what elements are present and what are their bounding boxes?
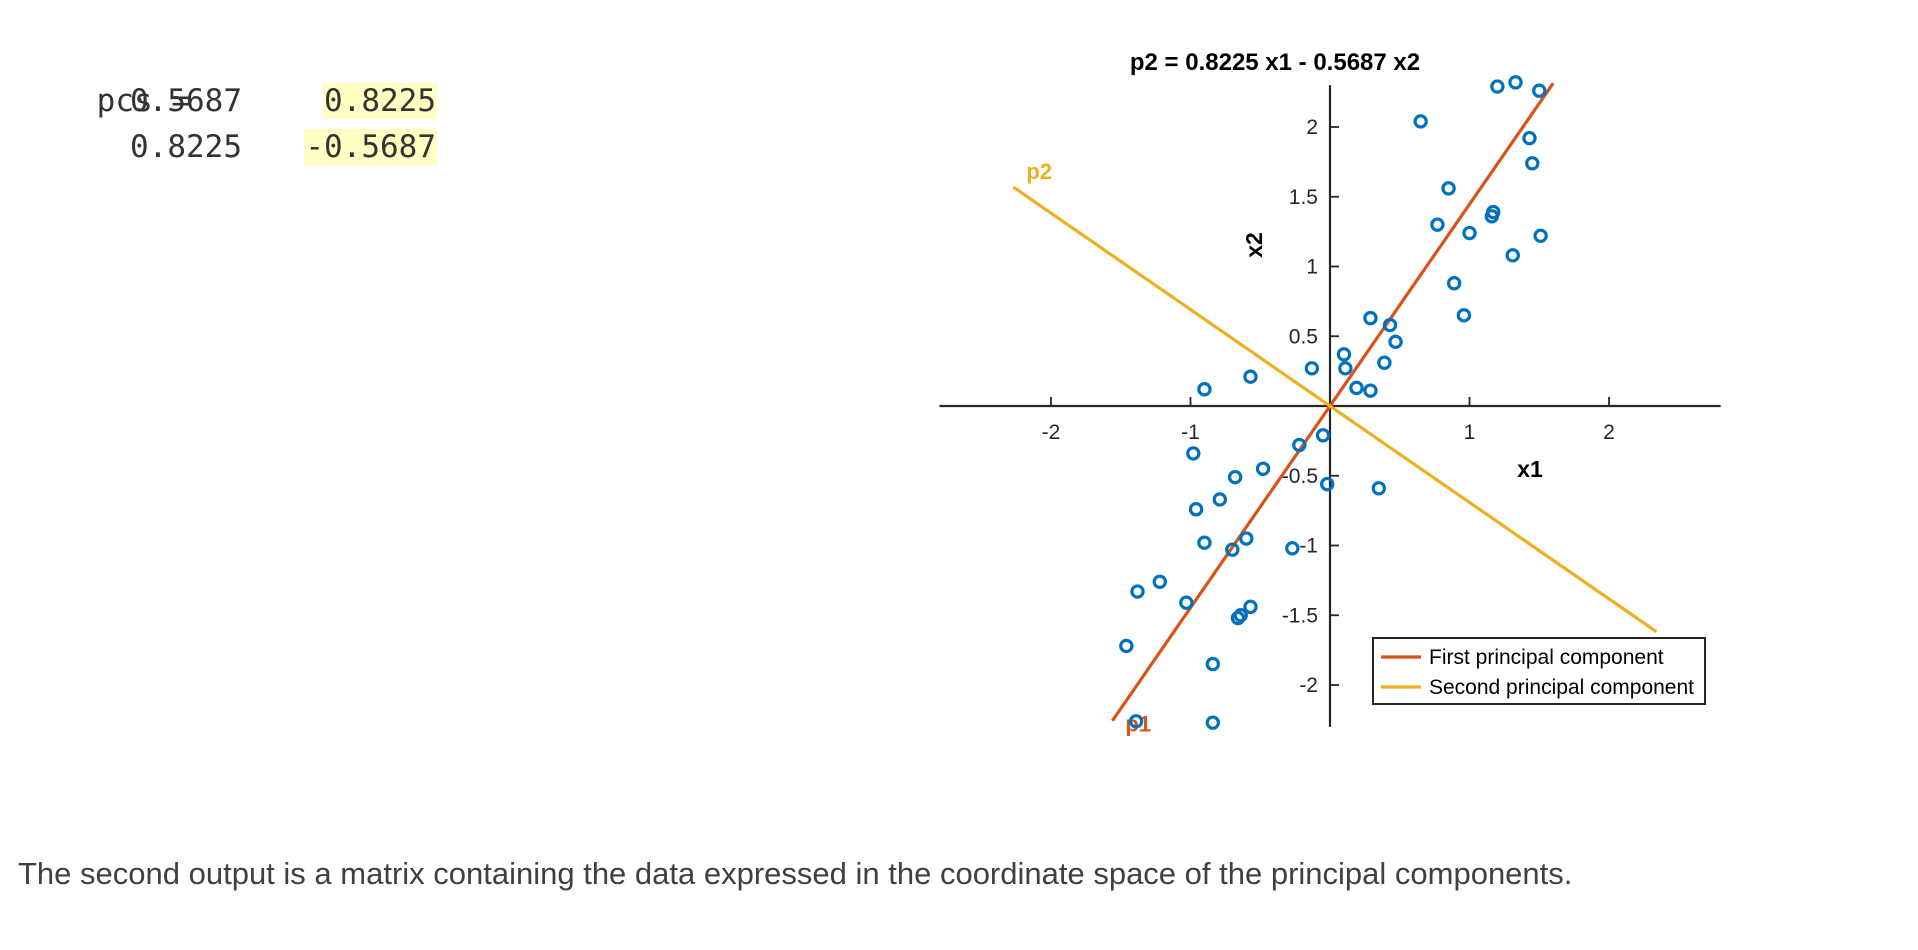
- x-tick-label: 1: [1464, 421, 1476, 444]
- line-label-p2: p2: [1026, 159, 1052, 184]
- scatter-point: [1239, 531, 1254, 546]
- matrix-cell-wrap: -0.5687: [277, 124, 437, 170]
- principal-component-line: [1111, 82, 1555, 722]
- highlighted-matrix-cell: -0.5687: [304, 129, 437, 165]
- code-variable-line: pcs =: [22, 32, 502, 119]
- y-tick-label: -2: [1299, 674, 1318, 697]
- x-axis-label: x1: [1517, 456, 1543, 482]
- scatter-point: [1490, 79, 1505, 94]
- code-output: pcs = 0.5687 0.8225 0.8225 -0.5687: [22, 32, 502, 170]
- scatter-point: [1382, 317, 1398, 333]
- scatter-point: [1525, 156, 1540, 171]
- scatter-point: [1508, 75, 1523, 90]
- chart-title: p2 = 0.8225 x1 - 0.5687 x2: [1130, 49, 1420, 76]
- scatter-point: [1243, 599, 1258, 615]
- y-tick-label: -0.5: [1282, 465, 1318, 488]
- scatter-point: [1484, 209, 1500, 224]
- scatter-point: [1533, 228, 1548, 244]
- scatter-point: [1255, 461, 1271, 476]
- y-tick-label: 1.5: [1289, 186, 1318, 209]
- legend-entry: First principal component: [1429, 646, 1664, 669]
- scatter-point: [1371, 481, 1387, 496]
- scatter-point: [1456, 308, 1472, 323]
- scatter-point: [1349, 380, 1364, 396]
- scatter-point: [1446, 276, 1462, 291]
- scatter-point: [1227, 469, 1243, 485]
- x-tick-label: -1: [1181, 421, 1200, 444]
- scatter-point: [1462, 225, 1477, 241]
- scatter-point: [1532, 83, 1547, 98]
- matrix-cell: 0.8225: [130, 129, 242, 165]
- legend-box: [1372, 637, 1706, 705]
- scatter-point: [1233, 608, 1248, 623]
- scatter-point: [1197, 535, 1212, 550]
- scatter-point: [1522, 130, 1537, 146]
- scatter-point: [1338, 361, 1353, 376]
- scatter-point: [1152, 574, 1168, 589]
- scatter-point: [1128, 714, 1144, 729]
- scatter-point: [1441, 181, 1456, 196]
- matrix-cell-wrap: 0.8225: [277, 78, 437, 124]
- scatter-point: [1130, 584, 1145, 599]
- matrix-cell: 0.5687: [130, 83, 242, 119]
- scatter-point: [1430, 217, 1445, 232]
- scatter-point: [1212, 492, 1227, 507]
- highlighted-matrix-cell: 0.8225: [323, 83, 437, 119]
- scatter-point: [1413, 114, 1428, 129]
- scatter-point: [1505, 248, 1520, 263]
- scatter-point: [1225, 542, 1240, 557]
- y-tick-label: 2: [1306, 116, 1318, 139]
- scatter-point: [1336, 347, 1352, 362]
- scatter-point: [1197, 382, 1212, 397]
- scatter-point: [1119, 638, 1134, 654]
- scatter-point: [1292, 437, 1307, 453]
- scatter-point: [1320, 476, 1335, 492]
- scatter-point: [1363, 383, 1378, 398]
- y-tick-label: 1: [1306, 256, 1318, 279]
- scatter-point: [1230, 610, 1246, 626]
- scatter-point: [1363, 310, 1378, 326]
- scatter-point: [1179, 595, 1194, 610]
- principal-component-line: [1012, 185, 1658, 634]
- x-tick-label: 2: [1603, 421, 1615, 444]
- scatter-point: [1205, 656, 1221, 672]
- scatter-point: [1304, 361, 1320, 376]
- matrix-row: 0.8225 -0.5687: [22, 124, 502, 170]
- scatter-point: [1377, 355, 1392, 370]
- y-axis-label: x2: [1241, 232, 1267, 258]
- code-variable: pcs =: [96, 83, 190, 119]
- scatter-point: [1388, 334, 1403, 350]
- scatter-point: [1285, 541, 1300, 556]
- caption-text: The second output is a matrix containing…: [18, 856, 1573, 891]
- matrix-row: 0.5687 0.8225: [22, 78, 502, 124]
- y-tick-label: 0.5: [1289, 325, 1318, 348]
- scatter-point: [1243, 369, 1258, 384]
- scatter-point: [1205, 715, 1221, 730]
- y-tick-label: -1: [1299, 535, 1318, 558]
- scatter-point: [1315, 428, 1331, 443]
- scatter-point: [1188, 502, 1204, 517]
- legend-entry: Second principal component: [1429, 676, 1694, 699]
- scatter-point: [1186, 446, 1201, 461]
- y-tick-label: -1.5: [1282, 604, 1318, 627]
- x-tick-label: -2: [1042, 421, 1061, 444]
